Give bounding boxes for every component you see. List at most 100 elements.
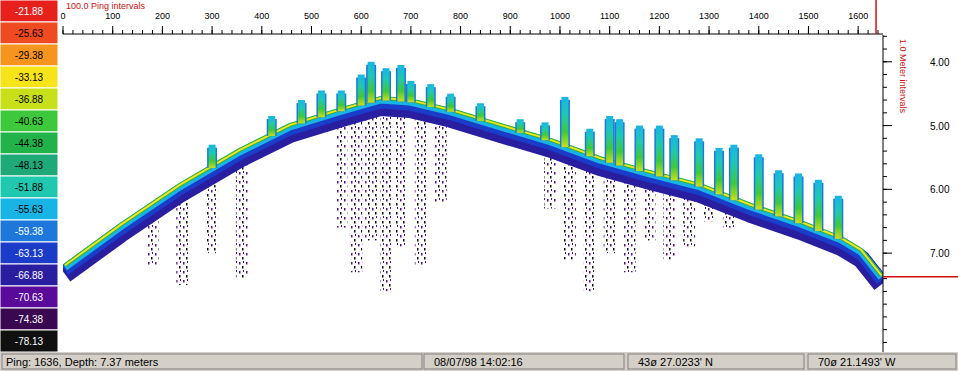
subbottom-return: [415, 113, 427, 266]
seabed-line: [65, 107, 882, 284]
vegetation-plume: [656, 126, 663, 177]
minor-tick: [883, 278, 887, 279]
x-tick-label: 1500: [798, 11, 818, 21]
y-tick-label: 4.00: [930, 57, 950, 68]
status-text: 43ø 27.0233' N: [638, 356, 713, 368]
vegetation-plume: [427, 84, 434, 107]
x-tick-label: 200: [155, 11, 170, 21]
minor-tick: [828, 30, 829, 34]
minor-tick: [599, 30, 600, 34]
color-scale-label: -70.63: [15, 292, 44, 303]
vegetation-plume: [397, 65, 404, 102]
minor-tick: [341, 30, 342, 34]
x-tick: [609, 26, 610, 34]
minor-tick: [351, 30, 352, 34]
vegetation-plume: [447, 94, 454, 112]
x-tick: [659, 26, 660, 34]
color-scale-box: [0, 198, 58, 220]
vegetation-plume: [730, 145, 737, 200]
background: [0, 0, 958, 371]
minor-tick: [371, 30, 372, 34]
minor-tick: [838, 30, 839, 34]
minor-tick: [878, 30, 879, 34]
color-scale-box: [0, 44, 58, 66]
color-scale-box: [0, 88, 58, 110]
vegetation-plume: [671, 135, 678, 180]
subbottom-return: [176, 193, 188, 285]
x-tick-label: 900: [503, 11, 518, 21]
minor-tick: [883, 304, 887, 305]
color-scale-box: [0, 154, 58, 176]
minor-tick: [450, 30, 451, 34]
y-axis-title: 1.0 Meter intervals: [898, 39, 908, 114]
color-scale-box: [0, 242, 58, 264]
minor-tick: [440, 30, 441, 34]
minor-tick: [883, 265, 887, 266]
minor-tick: [848, 30, 849, 34]
subbottom-return: [395, 109, 407, 246]
minor-tick: [883, 316, 887, 317]
minor-tick: [883, 87, 887, 88]
minor-tick: [883, 214, 887, 215]
minor-tick: [883, 74, 887, 75]
minor-tick: [251, 30, 252, 34]
x-tick: [510, 26, 511, 34]
x-tick-label: 500: [304, 11, 319, 21]
minor-tick: [132, 30, 133, 34]
minor-tick: [102, 30, 103, 34]
color-scale-box: [0, 286, 58, 308]
minor-tick: [883, 36, 887, 37]
x-tick: [758, 26, 759, 34]
minor-tick: [540, 30, 541, 34]
x-tick: [162, 26, 163, 34]
minor-tick: [883, 151, 887, 152]
x-tick: [559, 26, 560, 34]
status-text: Ping: 1636, Depth: 7.37 meters: [6, 356, 159, 368]
minor-tick: [72, 30, 73, 34]
minor-tick: [321, 30, 322, 34]
minor-tick: [728, 30, 729, 34]
seabed-line: [65, 103, 882, 280]
vegetation-plume: [586, 129, 593, 156]
minor-tick: [480, 30, 481, 34]
minor-tick: [192, 30, 193, 34]
plot-area: [63, 35, 883, 352]
subbottom-return: [624, 176, 636, 272]
minor-tick: [281, 30, 282, 34]
minor-tick: [798, 30, 799, 34]
color-scale-label: -44.38: [15, 138, 44, 149]
vegetation-plume: [835, 196, 842, 239]
minor-tick: [182, 30, 183, 34]
minor-tick: [699, 30, 700, 34]
minor-tick: [883, 138, 887, 139]
color-scale-box: [0, 22, 58, 44]
vegetation-plume: [561, 97, 568, 147]
minor-tick: [222, 30, 223, 34]
minor-tick: [778, 30, 779, 34]
minor-tick: [142, 30, 143, 34]
vegetation-plume: [477, 103, 484, 121]
minor-tick: [391, 30, 392, 34]
cursor-ping: [875, 0, 877, 34]
vegetation-plume: [815, 180, 822, 231]
subbottom-return: [335, 119, 347, 227]
y-tick: [883, 125, 892, 126]
x-axis-title: 100.0 Ping intervals: [66, 1, 146, 11]
minor-tick: [520, 30, 521, 34]
color-scale-label: -63.13: [15, 248, 44, 259]
minor-tick: [589, 30, 590, 34]
x-tick-label: 1000: [550, 11, 570, 21]
color-scale-label: -74.38: [15, 314, 44, 325]
x-tick-label: 700: [403, 11, 418, 21]
x-tick-label: 0: [60, 11, 65, 21]
vegetation-plume: [298, 100, 305, 123]
minor-tick: [679, 30, 680, 34]
color-scale-box: [0, 264, 58, 286]
x-tick: [63, 26, 64, 34]
minor-tick: [818, 30, 819, 34]
minor-tick: [883, 240, 887, 241]
vegetation-plume: [696, 138, 703, 186]
subbottom-return: [435, 117, 447, 202]
minor-tick: [883, 100, 887, 101]
color-scale-label: -40.63: [15, 116, 44, 127]
